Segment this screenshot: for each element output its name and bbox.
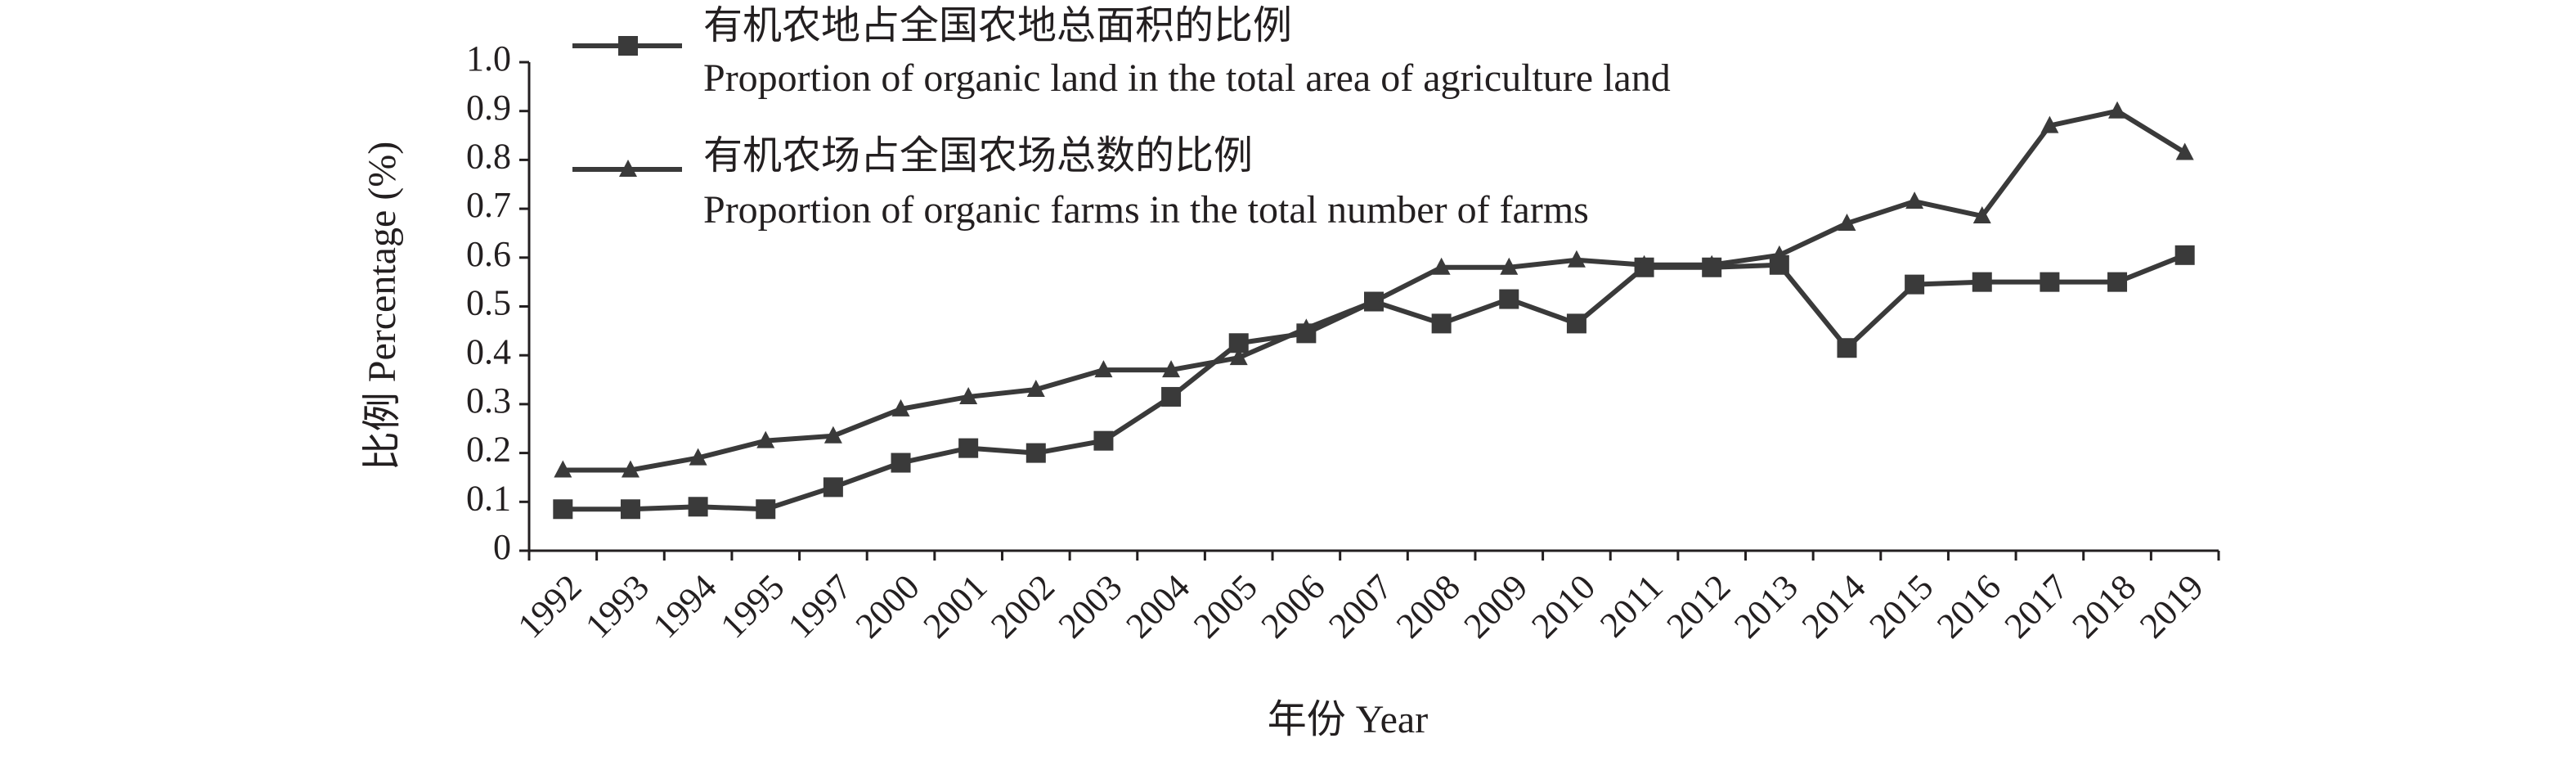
data-point [2174, 245, 2195, 265]
y-tick-label: 0 [493, 527, 511, 567]
data-point [1025, 443, 1046, 463]
x-tick-label: 2002 [983, 567, 1062, 646]
data-point [1094, 360, 1113, 378]
x-tick-label: 2012 [1659, 567, 1739, 646]
data-point [1972, 206, 1991, 224]
x-tick-label: 1997 [780, 567, 859, 646]
data-point [1162, 360, 1181, 378]
data-point [1838, 214, 1856, 232]
x-tick-label: 2004 [1118, 567, 1197, 646]
legend-marker [618, 36, 638, 56]
x-tick-label: 2013 [1726, 567, 1806, 646]
data-point [1566, 313, 1586, 334]
data-point [1905, 191, 1924, 209]
data-point [756, 430, 775, 448]
x-tick-label: 2018 [2064, 567, 2143, 646]
data-point [2040, 272, 2060, 292]
x-tick-label: 2010 [1524, 567, 1603, 646]
data-point [1161, 386, 1182, 407]
data-point [1972, 272, 1992, 292]
x-tick-label: 2001 [915, 567, 994, 646]
data-point [959, 386, 978, 404]
data-point [688, 497, 708, 517]
x-tick-label: 2003 [1051, 567, 1130, 646]
x-tick-label: 2019 [2132, 567, 2211, 646]
x-tick-label: 2008 [1389, 567, 1468, 646]
data-point [553, 499, 573, 520]
legend-marker [619, 160, 637, 177]
x-tick-label: 1995 [713, 567, 792, 646]
data-point [1431, 313, 1452, 334]
data-point [1500, 257, 1519, 275]
data-point [554, 460, 572, 478]
x-tick-label: 2015 [1861, 567, 1941, 646]
y-axis-title: 比例 Percentage (%) [361, 142, 404, 471]
y-tick-label: 1.0 [466, 38, 511, 79]
y-tick-label: 0.4 [466, 331, 511, 371]
y-tick-label: 0.1 [466, 478, 511, 518]
data-point [1770, 245, 1788, 263]
data-point [1026, 379, 1045, 397]
y-tick-label: 0.6 [466, 234, 511, 274]
x-tick-label: 2011 [1592, 567, 1671, 646]
data-point [621, 460, 640, 478]
x-tick-label: 2014 [1794, 567, 1874, 646]
x-tick-label: 2006 [1254, 567, 1333, 646]
data-point [620, 499, 640, 520]
x-tick-label: 2017 [1997, 567, 2076, 646]
y-tick-label: 0.3 [466, 380, 511, 421]
data-point [2040, 115, 2059, 133]
x-tick-label: 2016 [1929, 567, 2008, 646]
legend-label: 有机农地占全国农地总面积的比例 [703, 4, 1292, 47]
data-point [1837, 338, 1857, 358]
data-point [1567, 250, 1586, 268]
data-point [1905, 274, 1925, 295]
legend-label: Proportion of organic farms in the total… [703, 188, 1589, 232]
data-point [958, 438, 979, 458]
data-point [2175, 142, 2194, 160]
data-point [1365, 291, 1383, 309]
legend-label: Proportion of organic land in the total … [703, 56, 1671, 100]
data-point [1229, 348, 1248, 366]
data-point [1093, 430, 1114, 451]
data-point [2108, 101, 2127, 119]
x-tick-label: 2000 [848, 567, 927, 646]
x-tick-label: 1994 [645, 567, 725, 646]
y-tick-label: 0.9 [466, 88, 511, 128]
x-tick-label: 1992 [510, 567, 590, 646]
legend-label: 有机农场占全国农场总数的比例 [703, 134, 1253, 178]
x-tick-label: 2009 [1456, 567, 1536, 646]
data-point [823, 477, 843, 498]
data-point [824, 426, 842, 444]
data-point [891, 399, 910, 417]
data-point [2107, 272, 2128, 292]
y-tick-label: 0.5 [466, 283, 511, 323]
x-axis-title: 年份 Year [1268, 698, 1428, 741]
data-point [1703, 254, 1721, 272]
x-tick-label: 2007 [1321, 567, 1400, 646]
data-point [756, 499, 776, 520]
x-tick-label: 2005 [1186, 567, 1265, 646]
data-point [689, 448, 707, 466]
y-tick-label: 0.7 [466, 185, 511, 225]
y-tick-label: 0.8 [466, 136, 511, 176]
data-point [1499, 289, 1519, 309]
data-point [1635, 254, 1654, 272]
data-point [1432, 257, 1451, 275]
data-point [891, 453, 911, 473]
y-tick-label: 0.2 [466, 430, 511, 470]
x-tick-label: 1993 [577, 567, 657, 646]
data-point [1297, 318, 1316, 336]
